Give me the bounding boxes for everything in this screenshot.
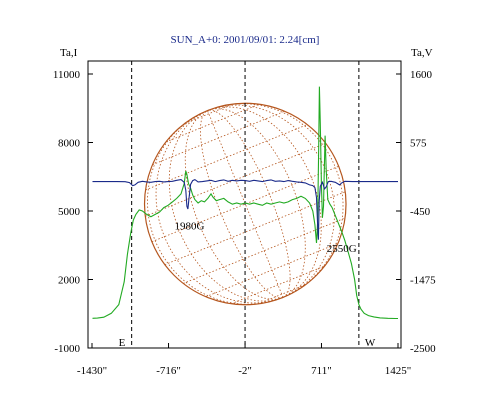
annotations: 1980G 2550G — [175, 220, 357, 255]
right-tick-label: -450 — [410, 206, 431, 218]
disk-latitude-line — [183, 217, 346, 284]
right-axis-label: Ta,V — [411, 47, 433, 59]
plot-frame — [87, 60, 402, 349]
disk-latitude-line — [184, 103, 234, 124]
right-tick-label: -1475 — [410, 275, 436, 287]
disk-longitude-line — [207, 108, 306, 298]
disk-longitude-line — [207, 106, 322, 298]
right-tick-label: 575 — [410, 138, 427, 150]
right-tick-label: 1600 — [410, 69, 433, 81]
limb-marker-label: E — [119, 337, 126, 349]
x-tick-label: 711" — [311, 365, 332, 377]
disk-latitude-line — [205, 242, 339, 298]
disk-latitude-line — [145, 124, 308, 191]
x-tick-label: -1430" — [77, 365, 107, 377]
series-line-ta-v — [92, 178, 398, 240]
limb-marker-label: W — [365, 337, 376, 349]
x-tick-label: -716" — [156, 365, 181, 377]
left-tick-label: -1000 — [54, 343, 80, 355]
chart-title: SUN_A+0: 2001/09/01: 2.24[cm] — [171, 34, 320, 46]
left-axis-label: Ta,I — [60, 47, 78, 59]
annotation-label: 1980G — [175, 220, 205, 232]
x-tick-label: -2" — [238, 365, 252, 377]
left-tick-label: 8000 — [58, 138, 81, 150]
right-tick-label: -2500 — [410, 343, 436, 355]
x-tick-label: 1425" — [385, 365, 412, 377]
left-tick-label: 2000 — [58, 275, 81, 287]
series-lines — [92, 86, 398, 320]
disk-latitude-line — [145, 142, 326, 217]
left-tick-label: 11000 — [53, 69, 81, 81]
solar-disk-grid — [143, 102, 347, 306]
disk-latitude-line — [152, 110, 285, 166]
axes-ticks: 11000 8000 5000 2000 -1000 1600 575 -450 -1475 -2… — [53, 69, 436, 377]
disk-latitude-line — [164, 191, 346, 266]
disk-latitude-line — [165, 103, 260, 143]
series-line-ta-i — [92, 86, 398, 320]
disk-latitude-line — [257, 284, 307, 305]
left-tick-label: 5000 — [58, 206, 81, 218]
disk-longitude-line — [155, 110, 284, 304]
disk-latitude-line — [231, 265, 325, 305]
disk-longitude-line — [200, 110, 284, 299]
annotation-label: 2550G — [327, 243, 357, 255]
disk-longitude-line — [147, 110, 284, 305]
